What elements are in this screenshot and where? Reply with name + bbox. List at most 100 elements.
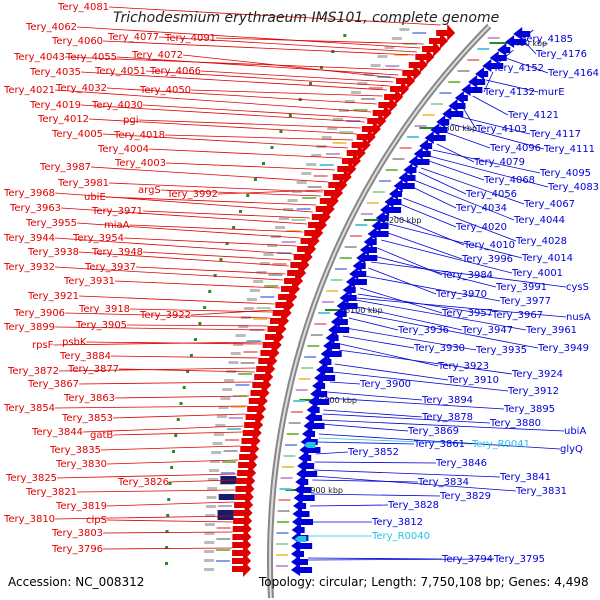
left-leader-line xyxy=(55,515,234,520)
right-gene-label: Tery_3794 xyxy=(441,554,493,565)
density-block xyxy=(217,510,234,520)
left-leader-line xyxy=(115,280,281,289)
feature-band xyxy=(422,114,435,116)
right-gene-label: Tery_3812 xyxy=(371,517,423,528)
left-leader-line xyxy=(216,37,424,45)
rna-gene-arrow xyxy=(294,536,307,542)
feature-band xyxy=(349,235,362,237)
marker-tick xyxy=(209,469,220,472)
feature-band xyxy=(280,477,293,479)
reverse-gene-arrow xyxy=(291,555,309,568)
right-leader-line xyxy=(521,29,534,40)
feature-band xyxy=(253,318,268,320)
reverse-gene-arrow xyxy=(367,227,389,240)
marker-tick xyxy=(212,442,223,445)
right-gene-label: Tery_3880 xyxy=(489,418,541,429)
right-leader-line xyxy=(310,493,441,497)
feature-band xyxy=(361,98,376,100)
left-leader-line xyxy=(53,341,263,346)
feature-band xyxy=(448,81,461,83)
marker-tick xyxy=(399,28,410,31)
right-gene-label: Tery_3900 xyxy=(359,379,411,390)
marker-tick xyxy=(350,91,361,94)
marker-tick xyxy=(205,505,216,508)
feature-band xyxy=(301,367,314,369)
forward-gene-arrow xyxy=(275,296,295,313)
right-leader-line xyxy=(307,558,495,561)
feature-band xyxy=(293,400,306,402)
left-leader-line xyxy=(183,54,397,79)
feature-band xyxy=(230,406,245,408)
right-gene-label: Tery_3949 xyxy=(537,343,589,354)
forward-gene-arrow xyxy=(290,256,310,273)
right-gene-label: Tery_4034 xyxy=(455,203,507,214)
reverse-gene-arrow xyxy=(489,51,507,64)
reverse-gene-arrow xyxy=(312,379,326,392)
forward-gene-arrow xyxy=(422,40,442,57)
marker-tick xyxy=(287,199,298,202)
left-gene-label: Tery_3944 xyxy=(3,233,55,244)
feature-band xyxy=(281,466,294,468)
feature-band xyxy=(291,219,306,221)
reverse-gene-arrow xyxy=(419,139,433,152)
right-leader-line xyxy=(307,557,443,560)
genome-summary-text: Topology: circular; Length: 7,750,108 bp… xyxy=(258,575,589,589)
marker-dot xyxy=(203,306,207,309)
right-leader-line xyxy=(381,239,513,274)
left-leader-line xyxy=(201,70,394,83)
right-leader-line xyxy=(364,275,501,302)
left-leader-line xyxy=(119,368,255,373)
right-leader-line xyxy=(312,479,419,483)
left-gene-label: Tery_3854 xyxy=(3,403,55,414)
right-gene-label: Tery_4132 xyxy=(483,87,535,98)
feature-band xyxy=(313,175,328,177)
right-gene-label: Tery_R0041 xyxy=(471,439,530,450)
rna-gene-arrow xyxy=(303,442,316,448)
left-leader-line xyxy=(86,341,263,345)
feature-band xyxy=(326,290,339,292)
reverse-gene-arrow xyxy=(292,507,310,520)
forward-gene-arrow xyxy=(293,248,313,265)
left-gene-label: Tery_4012 xyxy=(37,114,89,125)
feature-band xyxy=(276,565,289,567)
left-leader-line xyxy=(115,395,250,399)
right-gene-label: Tery_4176 xyxy=(535,49,587,60)
forward-gene-arrow xyxy=(244,416,264,433)
forward-gene-arrow xyxy=(281,280,301,297)
marker-dot xyxy=(186,370,190,373)
left-leader-line xyxy=(77,222,301,239)
marker-tick xyxy=(283,208,294,211)
left-leader-line xyxy=(91,166,329,183)
marker-tick xyxy=(253,280,264,283)
right-gene-label: Tery_4056 xyxy=(465,189,517,200)
feature-band xyxy=(414,125,427,127)
marker-tick xyxy=(249,289,260,292)
forward-gene-arrow xyxy=(260,344,280,361)
reverse-gene-arrow xyxy=(295,475,309,488)
feature-band xyxy=(439,92,452,94)
right-leader-line xyxy=(334,363,449,381)
left-gene-label: Tery_4050 xyxy=(139,85,191,96)
feature-band xyxy=(360,213,373,215)
right-gene-label: Tery_3895 xyxy=(503,404,555,415)
right-leader-line xyxy=(368,267,437,295)
feature-band xyxy=(307,345,320,347)
forward-gene-arrow xyxy=(239,448,259,465)
feature-band xyxy=(366,202,379,204)
left-leader-line xyxy=(143,104,368,119)
forward-gene-arrow xyxy=(332,168,352,185)
right-leader-line xyxy=(373,255,497,288)
forward-gene-arrow xyxy=(265,328,285,345)
forward-gene-arrow xyxy=(297,240,317,257)
left-leader-line xyxy=(127,324,268,327)
kbp-tick-label: 5900 kbp xyxy=(305,486,343,495)
feature-band xyxy=(379,180,392,182)
feature-band xyxy=(288,422,301,424)
reverse-gene-arrow xyxy=(424,131,446,144)
marker-tick xyxy=(246,298,257,301)
forward-gene-arrow xyxy=(356,128,376,145)
left-leader-line xyxy=(136,266,286,275)
left-leader-line xyxy=(146,70,391,87)
feature-band xyxy=(298,378,311,380)
